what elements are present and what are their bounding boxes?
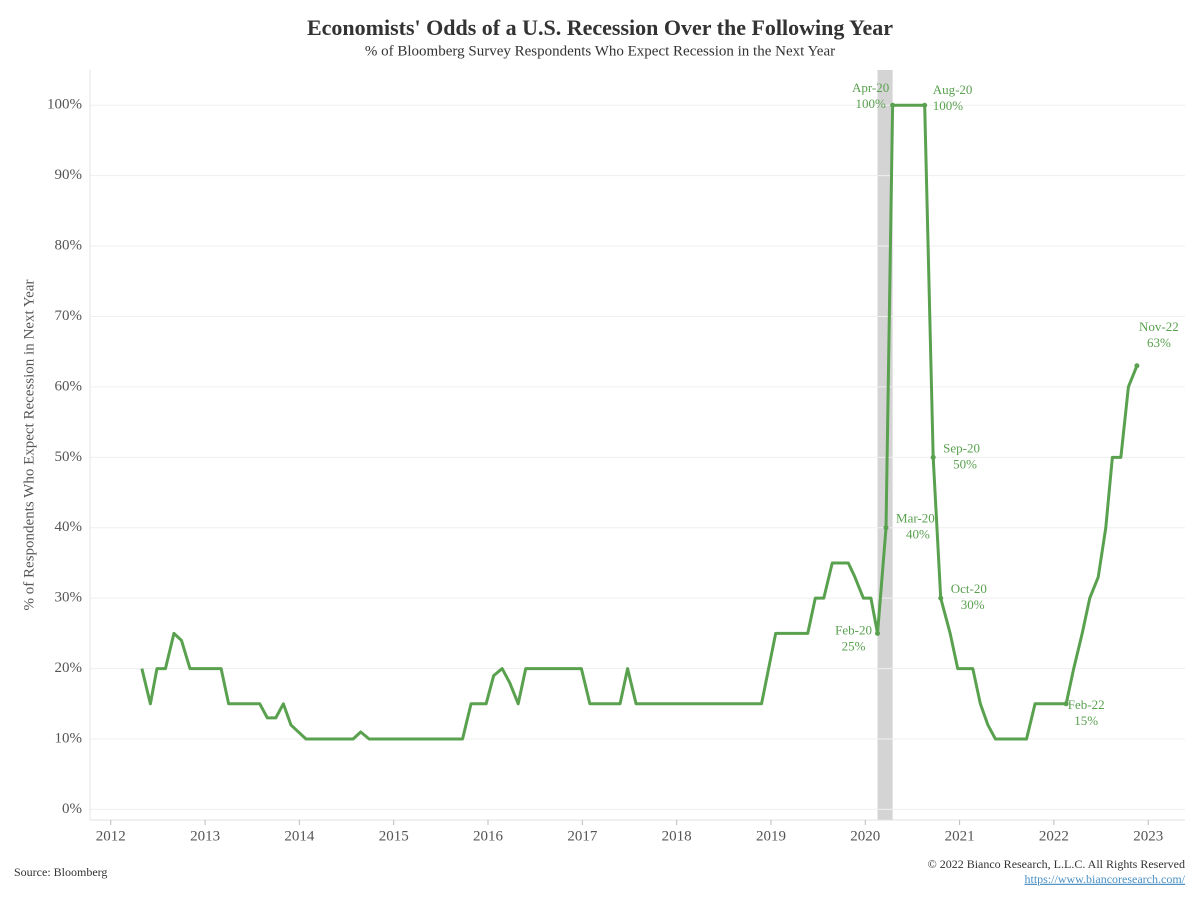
annotation-value: 25%: [842, 638, 866, 653]
annotation-label: Sep-20: [943, 440, 980, 455]
x-tick-label: 2017: [567, 828, 598, 844]
x-tick-label: 2019: [756, 828, 786, 844]
annotation-dot: [922, 102, 928, 108]
y-tick-label: 90%: [55, 167, 83, 183]
x-tick-label: 2012: [96, 828, 126, 844]
annotation-label: Oct-20: [951, 581, 987, 596]
x-tick-label: 2018: [662, 828, 692, 844]
chart-subtitle: % of Bloomberg Survey Respondents Who Ex…: [365, 43, 835, 59]
annotation-dot: [938, 595, 944, 601]
annotation-dot: [930, 454, 936, 460]
annotation-dot: [875, 630, 881, 636]
x-tick-label: 2023: [1133, 828, 1163, 844]
annotation-dot: [1134, 363, 1140, 369]
chart-title: Economists' Odds of a U.S. Recession Ove…: [307, 15, 893, 40]
x-tick-label: 2021: [945, 828, 975, 844]
y-tick-label: 70%: [55, 308, 83, 324]
annotation-value: 100%: [855, 96, 886, 111]
y-tick-label: 50%: [55, 449, 83, 465]
y-tick-label: 0%: [62, 801, 82, 817]
annotation-value: 40%: [906, 527, 930, 542]
annotation-label: Aug-20: [933, 82, 973, 97]
x-tick-label: 2013: [190, 828, 220, 844]
x-tick-label: 2016: [473, 828, 504, 844]
y-tick-label: 100%: [47, 97, 82, 113]
annotation-label: Feb-20: [835, 622, 872, 637]
annotation-label: Apr-20: [852, 80, 889, 95]
y-axis-label: % of Respondents Who Expect Recession in…: [21, 280, 37, 611]
y-tick-label: 60%: [55, 378, 83, 394]
copyright: © 2022 Bianco Research, L.L.C. All Right…: [928, 857, 1185, 871]
annotation-value: 15%: [1074, 713, 1098, 728]
annotation-dot: [883, 525, 889, 531]
y-tick-label: 80%: [55, 237, 83, 253]
x-tick-label: 2022: [1039, 828, 1069, 844]
annotation-label: Mar-20: [896, 511, 935, 526]
x-tick-label: 2020: [850, 828, 880, 844]
y-tick-label: 30%: [55, 590, 83, 606]
source: Source: Bloomberg: [14, 865, 107, 879]
annotation-label: Feb-22: [1068, 697, 1105, 712]
link[interactable]: https://www.biancoresearch.com/: [1024, 872, 1185, 886]
annotation-dot: [1063, 701, 1069, 707]
annotation-value: 30%: [961, 597, 985, 612]
annotation-value: 50%: [953, 456, 977, 471]
y-tick-label: 20%: [55, 660, 83, 676]
y-tick-label: 40%: [55, 519, 83, 535]
series-line: [140, 103, 1139, 741]
annotation-label: Nov-22: [1139, 319, 1179, 334]
y-tick-label: 10%: [55, 730, 83, 746]
x-tick-label: 2015: [379, 828, 409, 844]
annotation-value: 63%: [1147, 335, 1171, 350]
annotation-dot: [890, 102, 896, 108]
x-tick-label: 2014: [284, 828, 315, 844]
annotation-value: 100%: [933, 98, 964, 113]
